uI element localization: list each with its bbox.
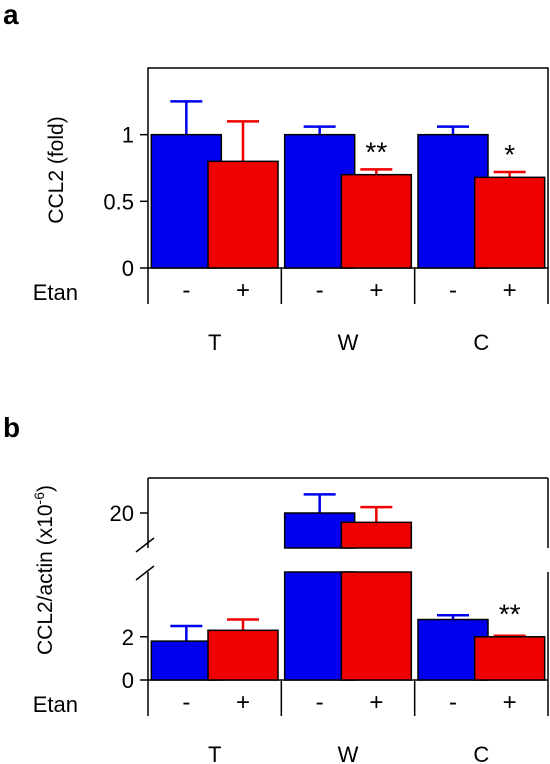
panel-b-axis-break-mark <box>135 565 155 581</box>
panel-b-group-label-C: C <box>473 742 489 764</box>
panel-a-error-bar <box>493 170 526 178</box>
panel-b-group-label-W: W <box>338 742 359 764</box>
panel-a-letter: a <box>3 0 19 30</box>
panel-a-treatment-plus-T: + <box>236 277 250 304</box>
panel-a-group-label-W: W <box>338 330 359 355</box>
panel-b-ytick-label: 0 <box>122 668 134 693</box>
panel-a-significance-marker: * <box>504 139 515 170</box>
panel-b-chart: 0 2 20 ** Etan - + T - + W - + C <box>33 477 549 764</box>
panel-b-bar-C-plus <box>473 636 546 681</box>
panel-b-row-label-etan: Etan <box>33 692 78 717</box>
panel-a-treatment-minus-C: - <box>449 277 457 304</box>
panel-a-ytick-label: 0 <box>122 256 134 281</box>
panel-a-chart: 00.51** *Etan - +T- +W- +C <box>33 67 549 355</box>
panel-b-bar-T-plus <box>207 629 279 681</box>
panel-b-treatment-plus-T: + <box>236 689 250 716</box>
panel-b-error-bar <box>170 624 203 642</box>
panel-b-ytick-label: 2 <box>122 625 134 650</box>
panel-a-ylabel: CCL2 (fold) <box>45 116 68 223</box>
panel-b-treatment-plus-C: + <box>503 689 517 716</box>
panel-a-error-bar <box>170 100 203 135</box>
panel-b-treatment-minus-T: - <box>182 689 190 716</box>
panel-a-treatment-minus-T: - <box>182 277 190 304</box>
panel-a-treatment-plus-C: + <box>503 277 517 304</box>
panel-b-treatment-minus-C: - <box>449 689 457 716</box>
panel-a-error-bar <box>303 125 336 135</box>
panel-a-group-label-T: T <box>208 330 221 355</box>
panel-b-error-bar <box>303 493 336 513</box>
panel-a-significance-marker: ** <box>365 136 387 167</box>
panel-a-error-bar <box>227 120 259 162</box>
panel-b-group-label-T: T <box>208 742 221 764</box>
panel-a-ytick-label: 0.5 <box>103 189 134 214</box>
panel-b-error-bar <box>227 618 259 631</box>
panel-b-bar-W-plus-lower <box>340 571 413 681</box>
panel-a-row-label-etan: Etan <box>33 280 78 305</box>
panel-b-bar-W-plus-upper <box>340 521 413 549</box>
panel-b-ylabel: CCL2/actin (x10-6) <box>31 485 57 655</box>
panel-a-bar-C-plus <box>473 176 546 269</box>
panel-a-group-label-C: C <box>473 330 489 355</box>
panel-a-bar-T-plus <box>207 160 279 269</box>
panel-b-significance-marker: ** <box>499 599 521 630</box>
panel-b-error-bar <box>360 505 393 523</box>
panel-b-treatment-plus-W: + <box>369 689 383 716</box>
panel-a-ytick-label: 1 <box>122 123 134 148</box>
panel-a-bar-W-plus <box>340 173 413 269</box>
panel-b-treatment-minus-W: - <box>316 689 324 716</box>
panel-a-treatment-minus-W: - <box>316 277 324 304</box>
panel-a-error-bar <box>437 125 469 135</box>
panel-a-treatment-plus-W: + <box>369 277 383 304</box>
panel-a-error-bar <box>360 168 393 175</box>
panel-b-letter: b <box>3 412 20 443</box>
panel-b-ytick-label: 20 <box>110 501 134 526</box>
panel-b-axis-break-mark <box>135 537 155 553</box>
